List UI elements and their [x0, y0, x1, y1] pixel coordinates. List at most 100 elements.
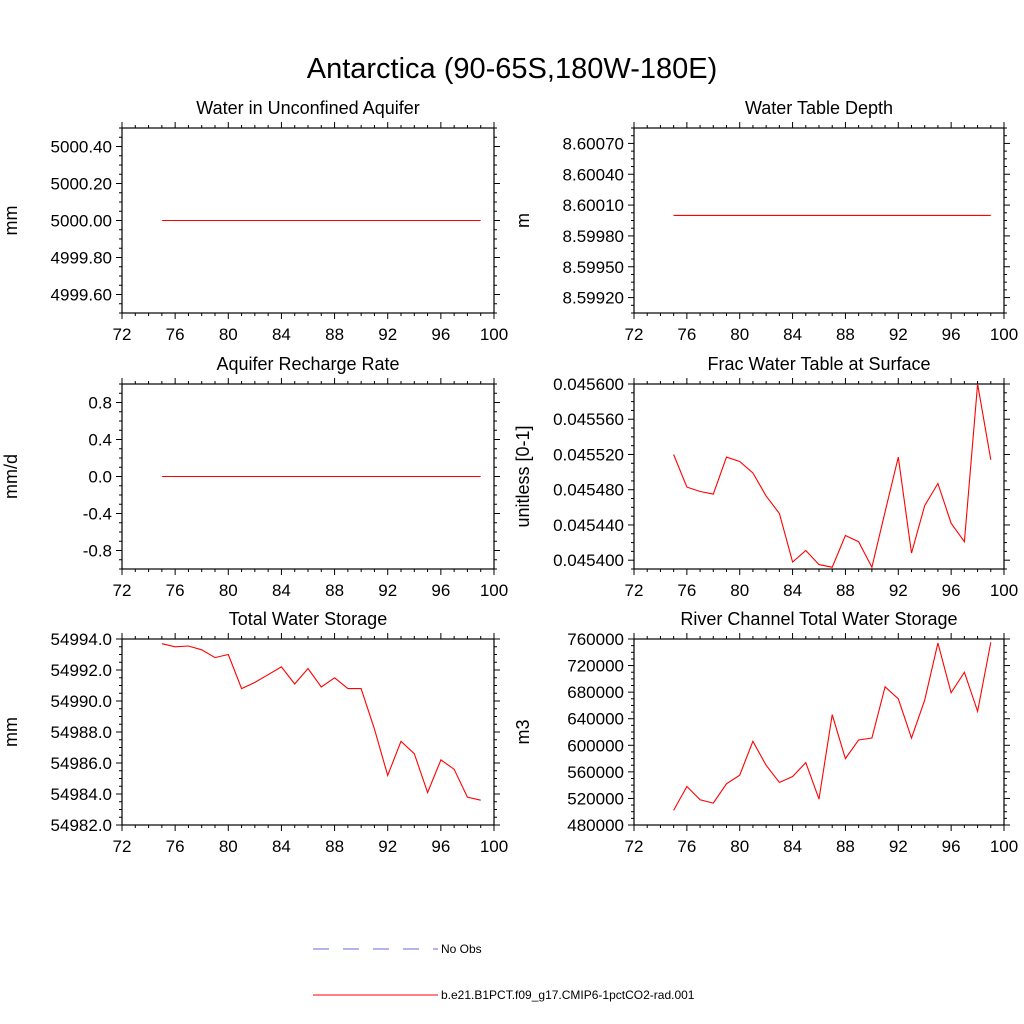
x-tick-label: 96 [942, 837, 961, 856]
series-line [673, 383, 992, 569]
y-tick-label: -0.8 [83, 542, 112, 561]
panel-title: Water in Unconfined Aquifer [196, 98, 419, 118]
x-tick-label: 92 [378, 325, 397, 344]
x-tick-label: 88 [325, 837, 344, 856]
y-tick-label: 8.59920 [563, 289, 624, 308]
panel-title: Water Table Depth [745, 98, 893, 118]
y-tick-label: 8.59980 [563, 227, 624, 246]
x-tick-label: 80 [730, 325, 749, 344]
y-tick-label: 4999.60 [51, 286, 112, 305]
y-axis-label: mm [1, 206, 21, 236]
y-tick-label: 5000.00 [51, 212, 112, 231]
x-tick-label: 84 [272, 837, 291, 856]
chart-panels: Water in Unconfined Aquifer mm 72 76 80 84 88 9… [1, 98, 1018, 856]
chart-panel-6: River Channel Total Water Storage m3 72 76 8… [513, 609, 1018, 856]
y-axis-label: mm [1, 717, 21, 747]
chart-panel-4: Frac Water Table at Surface unitless [0-1… [513, 354, 1018, 600]
series-line [673, 642, 992, 811]
x-tick-label: 72 [113, 581, 132, 600]
plot-frame [633, 127, 1005, 314]
x-tick-label: 88 [325, 325, 344, 344]
y-tick-label: 54988.0 [51, 723, 112, 742]
y-tick-label: 54990.0 [51, 692, 112, 711]
y-tick-label: 0.045400 [553, 551, 624, 570]
plot-frame [633, 383, 1005, 570]
x-tick-label: 72 [625, 837, 644, 856]
x-tick-label: 76 [166, 581, 185, 600]
y-tick-label: 720000 [567, 657, 624, 676]
y-tick-label: 8.60010 [563, 196, 624, 215]
legend-obs-label: No Obs [441, 942, 482, 956]
legend-run-label: b.e21.B1PCT.f09_g17.CMIP6-1pctCO2-rad.00… [441, 988, 695, 1002]
y-tick-label: 0.045560 [553, 410, 624, 429]
panel-title: River Channel Total Water Storage [680, 609, 957, 629]
panel-title: Aquifer Recharge Rate [216, 354, 399, 374]
x-tick-label: 92 [378, 837, 397, 856]
page-title: Antarctica (90-65S,180W-180E) [307, 53, 718, 85]
x-tick-label: 72 [625, 581, 644, 600]
y-tick-label: 54992.0 [51, 661, 112, 680]
y-axis-label: m3 [513, 719, 533, 744]
x-tick-label: 88 [325, 581, 344, 600]
x-tick-label: 72 [625, 325, 644, 344]
y-tick-label: 5000.20 [51, 175, 112, 194]
x-tick-label: 88 [836, 837, 855, 856]
y-tick-label: 0.0 [88, 468, 112, 487]
plot-frame [121, 638, 495, 826]
y-tick-label: 5000.40 [51, 138, 112, 157]
y-tick-label: 8.60070 [563, 134, 624, 153]
y-tick-label: 640000 [567, 710, 624, 729]
x-tick-label: 88 [836, 581, 855, 600]
x-tick-label: 96 [942, 581, 961, 600]
x-tick-label: 96 [431, 325, 450, 344]
chart-panel-5: Total Water Storage mm 72 76 80 84 88 92 96 100 54… [1, 609, 508, 856]
y-tick-label: 4999.80 [51, 249, 112, 268]
y-tick-label: 520000 [567, 789, 624, 808]
x-tick-label: 80 [219, 837, 238, 856]
legend: No Obs b.e21.B1PCT.f09_g17.CMIP6-1pctCO2… [313, 942, 695, 1002]
y-tick-label: 54984.0 [51, 785, 112, 804]
x-tick-label: 80 [730, 837, 749, 856]
x-tick-label: 80 [219, 325, 238, 344]
x-tick-label: 92 [889, 837, 908, 856]
y-axis-label: m [513, 213, 533, 228]
x-tick-label: 100 [990, 837, 1018, 856]
x-tick-label: 100 [480, 325, 508, 344]
series-line [161, 643, 481, 801]
y-axis-label: unitless [0-1] [513, 425, 533, 527]
y-tick-label: 760000 [567, 630, 624, 649]
x-tick-label: 72 [113, 837, 132, 856]
x-tick-label: 92 [889, 581, 908, 600]
panel-title: Total Water Storage [229, 609, 387, 629]
x-tick-label: 80 [219, 581, 238, 600]
x-tick-label: 88 [836, 325, 855, 344]
x-tick-label: 72 [113, 325, 132, 344]
y-tick-label: 680000 [567, 683, 624, 702]
x-tick-label: 100 [480, 581, 508, 600]
x-tick-label: 76 [677, 325, 696, 344]
y-tick-label: 8.59950 [563, 258, 624, 277]
y-tick-label: 8.60040 [563, 165, 624, 184]
x-tick-label: 92 [889, 325, 908, 344]
x-tick-label: 76 [166, 325, 185, 344]
y-tick-label: -0.4 [83, 505, 112, 524]
y-tick-label: 0.8 [88, 394, 112, 413]
x-tick-label: 96 [942, 325, 961, 344]
chart-panel-2: Water Table Depth m 72 76 80 84 88 92 96 100 8.599… [513, 98, 1018, 344]
panel-title: Frac Water Table at Surface [707, 354, 930, 374]
x-tick-label: 76 [677, 837, 696, 856]
x-tick-label: 80 [730, 581, 749, 600]
y-tick-label: 0.4 [88, 431, 112, 450]
y-tick-label: 0.045600 [553, 375, 624, 394]
x-tick-label: 96 [431, 581, 450, 600]
y-tick-label: 54986.0 [51, 754, 112, 773]
x-tick-label: 100 [480, 837, 508, 856]
x-tick-label: 84 [783, 581, 802, 600]
y-tick-label: 54982.0 [51, 816, 112, 835]
y-tick-label: 0.045440 [553, 516, 624, 535]
x-tick-label: 96 [431, 837, 450, 856]
x-tick-label: 100 [990, 581, 1018, 600]
x-tick-label: 76 [166, 837, 185, 856]
x-tick-label: 84 [783, 325, 802, 344]
